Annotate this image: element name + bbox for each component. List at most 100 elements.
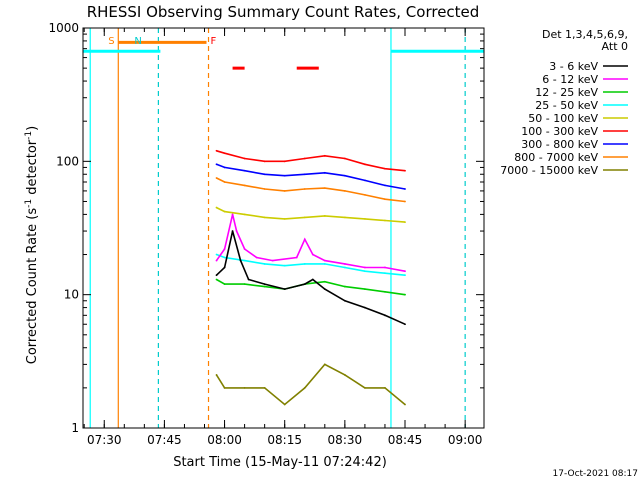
- series-point-0-5: [263, 283, 266, 286]
- series-point-8-0: [215, 374, 218, 376]
- series-point-3-5: [303, 263, 306, 265]
- series-4: [215, 206, 406, 224]
- legend-label-7: 800 - 7000 keV: [514, 151, 598, 164]
- series-point-6-6: [323, 171, 326, 174]
- series-point-8-10: [404, 403, 406, 406]
- series-point-6-2: [243, 169, 246, 172]
- series-point-7-5: [303, 188, 306, 190]
- series-point-8-7: [343, 374, 346, 376]
- series-point-3-1: [223, 256, 226, 259]
- series-point-7-9: [384, 198, 386, 201]
- y-label-end: ): [25, 126, 40, 131]
- series-point-0-9: [323, 288, 326, 291]
- series-point-3-3: [263, 263, 266, 265]
- series-point-4-2: [243, 213, 246, 216]
- series-point-0-13: [404, 323, 406, 326]
- series-7: [215, 177, 406, 203]
- series-point-0-12: [384, 314, 386, 317]
- footer-date: 17-Oct-2021 08:17: [553, 469, 638, 479]
- plot-frame: [82, 27, 485, 429]
- y-tick-label-1: 10: [64, 288, 79, 302]
- series-point-6-3: [263, 173, 266, 176]
- series-point-2-8: [364, 288, 366, 291]
- series-point-6-7: [343, 174, 346, 177]
- axes: 1 10 100 1000 07:30 07:45 08:00 08:15 08:30 08:45…: [48, 21, 485, 447]
- legend-header-0: Det 1,3,4,5,6,9,: [542, 28, 628, 41]
- series-point-6-4: [283, 174, 286, 177]
- series-point-3-4: [283, 264, 286, 267]
- series-line-1: [215, 214, 406, 272]
- series-point-8-2: [243, 386, 246, 389]
- series-point-3-7: [343, 266, 346, 269]
- series-point-7-7: [343, 190, 346, 192]
- series-point-2-0: [215, 278, 218, 281]
- series-point-1-8: [303, 238, 306, 241]
- series-line-5: [216, 150, 406, 172]
- series-point-5-3: [263, 160, 266, 163]
- series-point-2-6: [323, 280, 326, 283]
- x-tick-label-2: 08:00: [207, 433, 242, 447]
- series-point-3-2: [243, 259, 246, 262]
- series-point-8-5: [303, 386, 306, 389]
- series-point-8-4: [283, 403, 286, 406]
- series-point-2-3: [263, 285, 266, 288]
- series-point-7-2: [243, 184, 246, 187]
- y-label-sup1: -1: [24, 199, 34, 208]
- legend-label-5: 100 - 300 keV: [521, 125, 598, 138]
- series-point-1-6: [271, 259, 274, 262]
- series-point-7-1: [223, 181, 226, 183]
- series-point-6-8: [364, 179, 366, 182]
- series-point-5-10: [404, 169, 406, 172]
- legend-label-8: 7000 - 15000 keV: [500, 164, 598, 177]
- series-point-5-1: [223, 152, 226, 155]
- series-point-4-1: [223, 210, 226, 213]
- series-point-7-8: [364, 194, 366, 196]
- series-point-4-9: [384, 219, 386, 222]
- series-point-5-6: [323, 154, 326, 157]
- legend-label-3: 25 - 50 keV: [535, 99, 598, 112]
- series-point-1-5: [255, 256, 258, 259]
- series-point-1-9: [311, 253, 314, 256]
- series-line-0: [215, 230, 406, 325]
- series-point-5-5: [303, 157, 306, 160]
- series-point-5-8: [364, 163, 366, 166]
- series-point-1-7: [295, 256, 298, 259]
- annotation-f: F: [211, 36, 217, 47]
- series-line-2: [216, 278, 406, 296]
- legend-label-0: 3 - 6 keV: [549, 60, 598, 73]
- series-point-1-1: [223, 248, 226, 250]
- series-point-1-10: [323, 259, 326, 262]
- series-point-0-11: [364, 306, 366, 309]
- series-point-0-0: [215, 274, 218, 277]
- x-tick-label-5: 08:45: [388, 433, 423, 447]
- series-0: [215, 230, 406, 326]
- series-point-2-1: [223, 283, 226, 286]
- series-point-7-0: [215, 177, 218, 179]
- series-point-1-12: [364, 266, 366, 269]
- series-point-0-4: [247, 278, 250, 281]
- y-label-sup2: -1: [24, 131, 34, 140]
- series-point-1-3: [235, 230, 238, 232]
- series-point-0-10: [343, 299, 346, 302]
- series-point-1-11: [343, 263, 346, 265]
- chart-title: RHESSI Observing Summary Count Rates, Co…: [87, 3, 480, 21]
- x-tick-label-0: 07:30: [87, 433, 122, 447]
- series-point-4-6: [323, 214, 326, 217]
- series-point-1-0: [215, 259, 218, 262]
- y-label-mid: detector: [25, 139, 40, 199]
- series-point-1-13: [384, 266, 386, 269]
- legend-label-1: 6 - 12 keV: [542, 73, 598, 86]
- series-point-5-7: [343, 157, 346, 160]
- y-tick-label-3: 1000: [48, 21, 79, 35]
- series-point-3-0: [215, 253, 218, 256]
- y-axis-label: Corrected Count Rate (s-1 detector-1): [24, 126, 40, 364]
- series-point-6-1: [223, 166, 226, 169]
- series-point-5-9: [384, 167, 386, 170]
- series-point-1-14: [404, 270, 406, 273]
- series-point-5-2: [243, 157, 246, 160]
- series-point-6-5: [303, 173, 306, 176]
- series-point-7-10: [404, 200, 406, 203]
- series-point-7-4: [283, 190, 286, 192]
- series-point-8-1: [223, 386, 226, 389]
